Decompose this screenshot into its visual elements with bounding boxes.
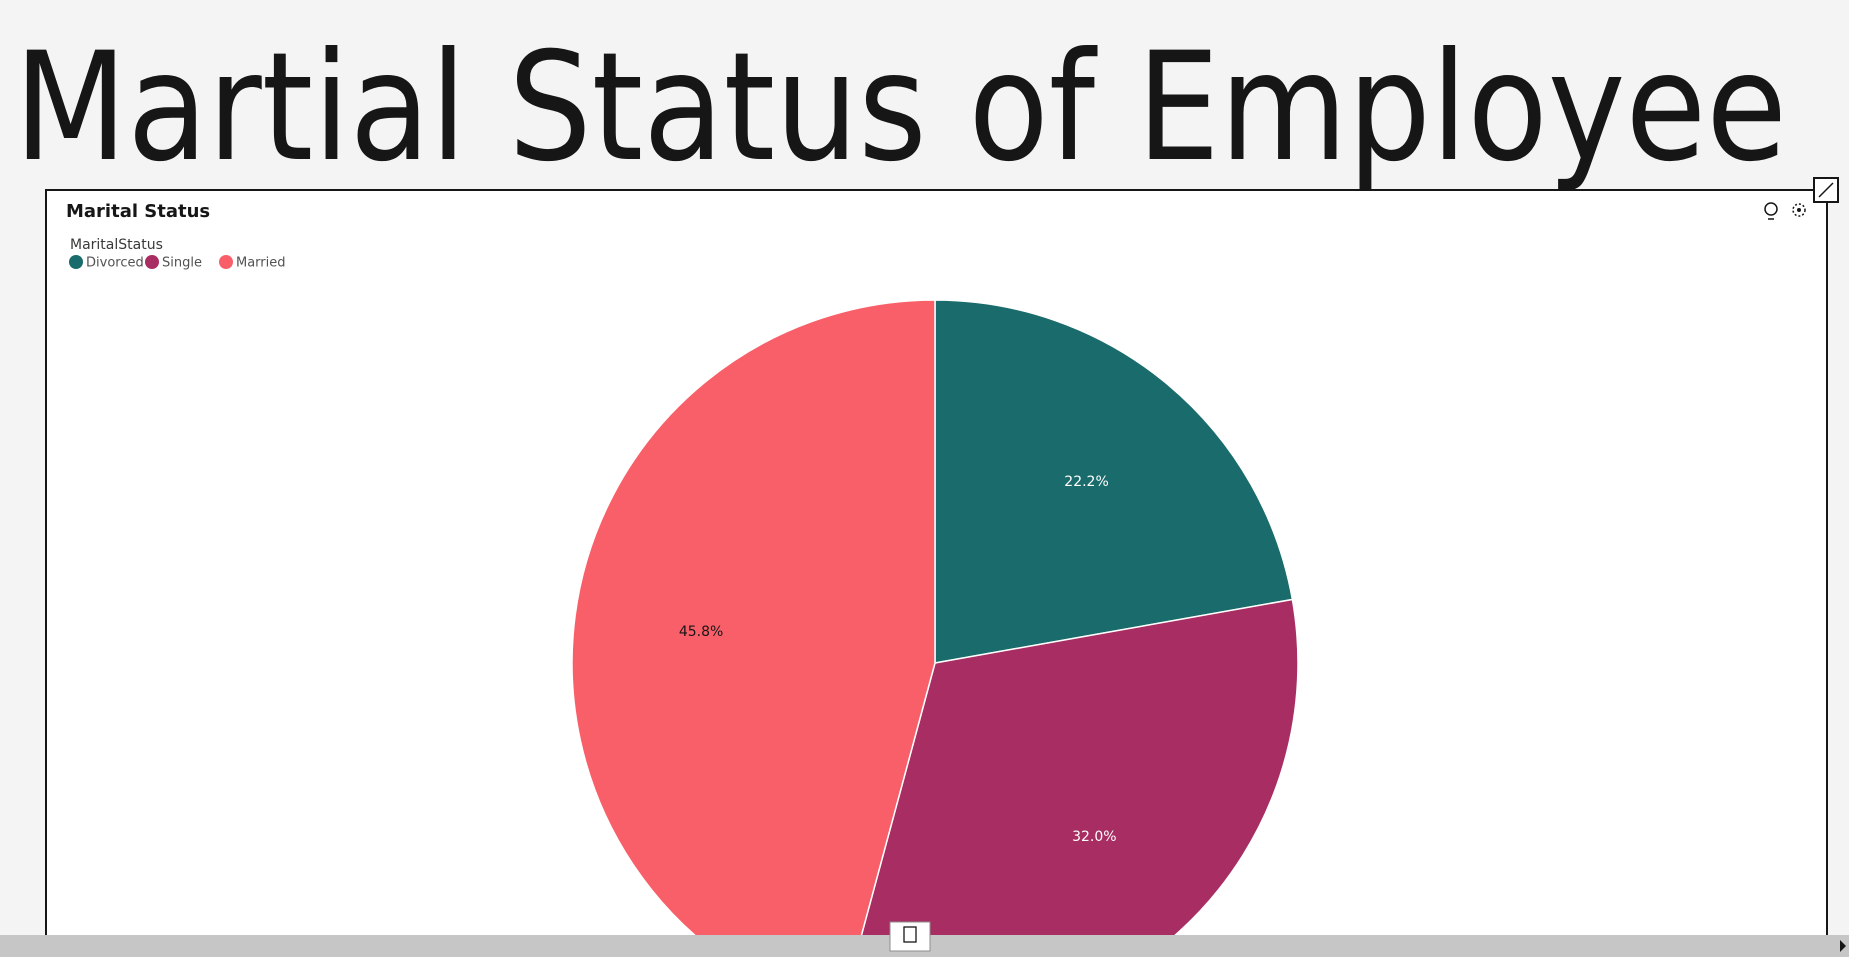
notes-icon[interactable]: [903, 926, 917, 943]
legend-title: MaritalStatus: [70, 237, 163, 253]
pie-slice: [571, 299, 936, 935]
gear-center[interactable]: [1797, 208, 1801, 212]
notes-box[interactable]: [889, 921, 931, 952]
slice-label: 22.2%: [1064, 474, 1108, 490]
pie-slice: [860, 598, 1299, 935]
legend-swatch: [145, 255, 159, 269]
scroll-arrow[interactable]: [1840, 940, 1846, 952]
pie-slice: [934, 299, 1294, 664]
pie: 22.2% 32.0% 45.8%: [571, 299, 1299, 935]
insight-icon[interactable]: [1764, 202, 1778, 220]
legend-label: Single: [162, 256, 202, 271]
expand-arrow[interactable]: [1818, 182, 1834, 198]
settings-icon[interactable]: [1792, 203, 1806, 217]
expand-box[interactable]: [1813, 177, 1839, 203]
legend-label: Married: [236, 256, 286, 271]
page-title: Martial Status of Employee: [14, 21, 1787, 195]
legend-swatch: [219, 255, 233, 269]
notes-button[interactable]: [889, 921, 931, 952]
legend-label: Divorced: [86, 256, 144, 271]
slice-label: 32.0%: [1072, 829, 1116, 845]
slice-label: 45.8%: [679, 624, 723, 640]
chart-title: Marital Status: [66, 201, 210, 222]
gear[interactable]: [1792, 203, 1806, 217]
bulb[interactable]: [1764, 202, 1778, 216]
legend: Divorced Single Married: [69, 255, 286, 271]
legend-swatch: [69, 255, 83, 269]
expand-button[interactable]: [1813, 177, 1839, 203]
